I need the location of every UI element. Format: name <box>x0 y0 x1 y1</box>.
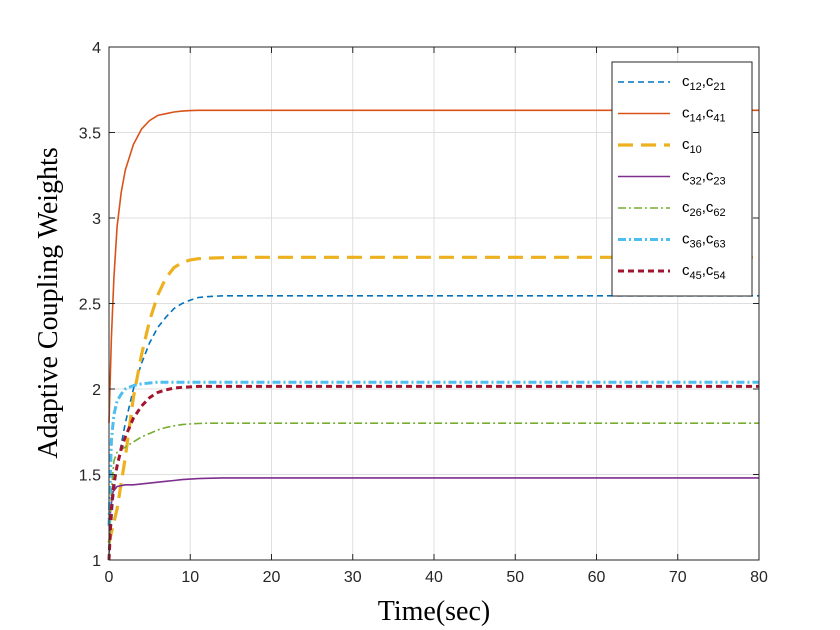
series-line-0 <box>108 294 759 561</box>
series-line-1 <box>108 109 759 424</box>
series-line-6 <box>107 384 759 561</box>
legend-label-6: c45​,c54​ <box>682 262 726 282</box>
legend-label-2: c10​ <box>682 136 702 156</box>
x-tick-label: 20 <box>263 569 281 586</box>
x-tick-labels: 0 10 20 30 40 50 60 70 80 <box>105 569 768 586</box>
y-tick-label: 2 <box>92 382 101 399</box>
legend-label-4: c26​,c62​ <box>682 199 726 219</box>
series-line-4 <box>108 422 759 561</box>
y-axis-label: Adaptive Coupling Weights <box>33 147 64 458</box>
x-tick-label: 0 <box>105 569 114 586</box>
series-line-2 <box>107 255 759 544</box>
series-line-5 <box>107 380 759 526</box>
y-tick-label: 2.5 <box>79 297 101 314</box>
x-tick-label: 40 <box>425 569 443 586</box>
y-tick-label: 4 <box>92 40 101 57</box>
legend-label-3: c32​,c23​ <box>682 168 726 188</box>
legend-label-0: c12​,c21​ <box>682 73 726 93</box>
y-tick-label: 3.5 <box>79 126 101 143</box>
x-tick-label: 60 <box>588 569 606 586</box>
x-tick-label: 70 <box>669 569 687 586</box>
x-tick-label: 80 <box>750 569 768 586</box>
legend-label-1: c14​,c41​ <box>682 105 726 125</box>
series-layer <box>107 109 759 561</box>
ticks <box>108 46 760 561</box>
legend: c12​,c21​ c14​,c41​ c10​ c32​,c23​ c26​,c62​… <box>611 61 753 297</box>
x-tick-label: 10 <box>181 569 199 586</box>
y-tick-label: 1.5 <box>79 468 101 485</box>
x-tick-label: 50 <box>506 569 524 586</box>
y-tick-label: 3 <box>92 211 101 228</box>
y-tick-labels: 1 1.5 2 2.5 3 3.5 4 <box>79 40 101 570</box>
series-line-3 <box>108 477 759 561</box>
grid <box>109 47 759 560</box>
y-tick-label: 1 <box>92 553 101 570</box>
legend-label-5: c36​,c63​ <box>682 231 726 251</box>
x-tick-label: 30 <box>344 569 362 586</box>
legend-box <box>611 61 753 297</box>
x-axis-label: Time(sec) <box>378 596 491 627</box>
